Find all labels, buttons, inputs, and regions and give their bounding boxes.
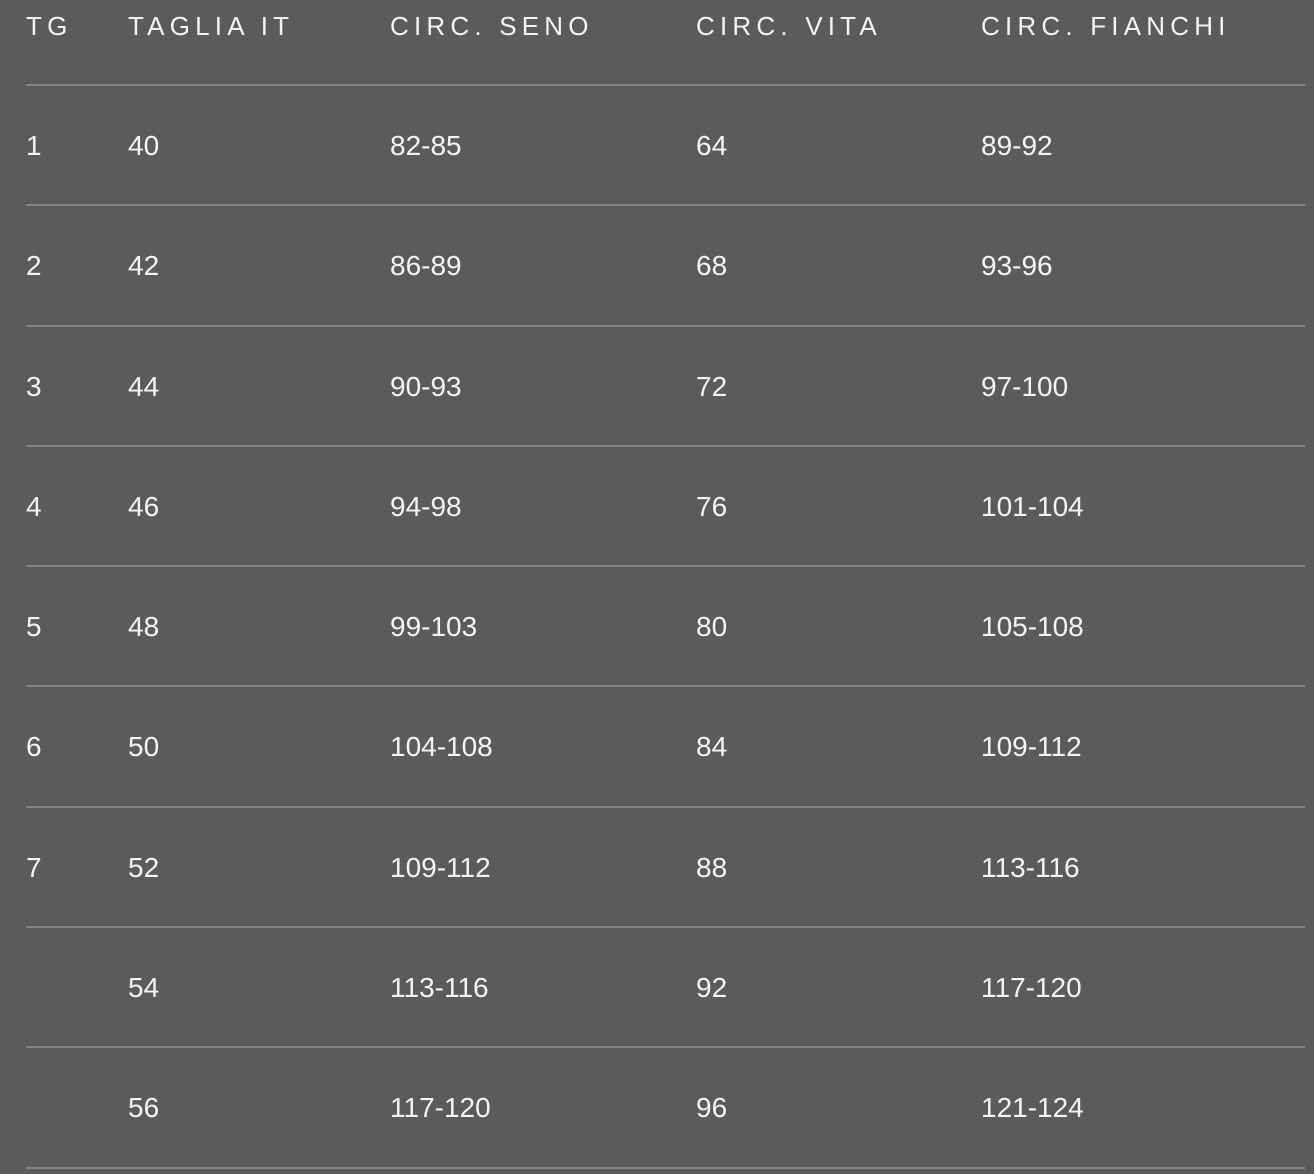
cell-circ-vita: 96 [696, 1092, 728, 1124]
cell-tg: 2 [26, 250, 42, 282]
cell-tg: 3 [26, 370, 42, 402]
cell-circ-vita: 84 [696, 731, 728, 763]
cell-taglia-it: 46 [128, 490, 160, 522]
table-row: 5 48 99-103 80 105-108 [26, 567, 1305, 688]
cell-circ-vita: 80 [696, 611, 728, 643]
cell-taglia-it: 54 [128, 972, 160, 1004]
cell-tg: 5 [26, 611, 42, 643]
cell-circ-vita: 76 [696, 490, 728, 522]
cell-taglia-it: 48 [128, 611, 160, 643]
cell-taglia-it: 40 [128, 130, 160, 161]
cell-circ-seno: 94-98 [390, 490, 462, 522]
cell-circ-fianchi: 109-112 [981, 731, 1082, 763]
cell-tg: 4 [26, 490, 42, 522]
table-row: 4 46 94-98 76 101-104 [26, 447, 1305, 568]
cell-taglia-it: 52 [128, 851, 160, 883]
cell-taglia-it: 44 [128, 370, 160, 402]
cell-circ-vita: 88 [696, 851, 728, 883]
cell-circ-seno: 104-108 [390, 731, 493, 763]
size-chart-table: TG TAGLIA IT CIRC. SENO CIRC. VITA CIRC.… [26, 0, 1305, 1169]
cell-circ-fianchi: 97-100 [981, 370, 1069, 402]
cell-circ-seno: 117-120 [390, 1092, 491, 1124]
table-row: 1 40 82-85 64 89-92 [26, 86, 1305, 207]
header-circ-fianchi: CIRC. FIANCHI [981, 11, 1231, 41]
cell-circ-seno: 90-93 [390, 370, 462, 402]
header-circ-vita: CIRC. VITA [696, 11, 882, 41]
cell-taglia-it: 56 [128, 1092, 160, 1124]
cell-taglia-it: 50 [128, 731, 160, 763]
cell-circ-seno: 86-89 [390, 250, 462, 282]
table-row: 7 52 109-112 88 113-116 [26, 808, 1305, 929]
cell-circ-seno: 82-85 [390, 130, 462, 161]
cell-circ-fianchi: 113-116 [981, 851, 1080, 883]
cell-circ-fianchi: 93-96 [981, 250, 1053, 282]
cell-circ-fianchi: 89-92 [981, 130, 1053, 161]
table-row: 56 117-120 96 121-124 [26, 1048, 1305, 1169]
cell-circ-seno: 109-112 [390, 851, 491, 883]
cell-circ-fianchi: 117-120 [981, 972, 1082, 1004]
table-row: 54 113-116 92 117-120 [26, 928, 1305, 1049]
cell-tg: 1 [26, 130, 42, 161]
table-row: 3 44 90-93 72 97-100 [26, 327, 1305, 447]
header-tg: TG [26, 11, 73, 41]
cell-circ-vita: 64 [696, 130, 728, 161]
cell-circ-fianchi: 121-124 [981, 1092, 1084, 1124]
cell-circ-fianchi: 101-104 [981, 490, 1084, 522]
cell-tg: 7 [26, 851, 42, 883]
cell-circ-seno: 99-103 [390, 611, 478, 643]
cell-taglia-it: 42 [128, 250, 160, 282]
header-taglia-it: TAGLIA IT [128, 11, 295, 41]
cell-circ-seno: 113-116 [390, 972, 489, 1004]
header-circ-seno: CIRC. SENO [390, 11, 594, 41]
cell-circ-vita: 72 [696, 370, 728, 402]
cell-circ-vita: 68 [696, 250, 728, 282]
cell-tg: 6 [26, 731, 42, 763]
cell-circ-fianchi: 105-108 [981, 611, 1084, 643]
table-row: 2 42 86-89 68 93-96 [26, 206, 1305, 327]
cell-circ-vita: 92 [696, 972, 728, 1004]
table-header: TG TAGLIA IT CIRC. SENO CIRC. VITA CIRC.… [26, 0, 1305, 86]
table-row: 6 50 104-108 84 109-112 [26, 687, 1305, 808]
